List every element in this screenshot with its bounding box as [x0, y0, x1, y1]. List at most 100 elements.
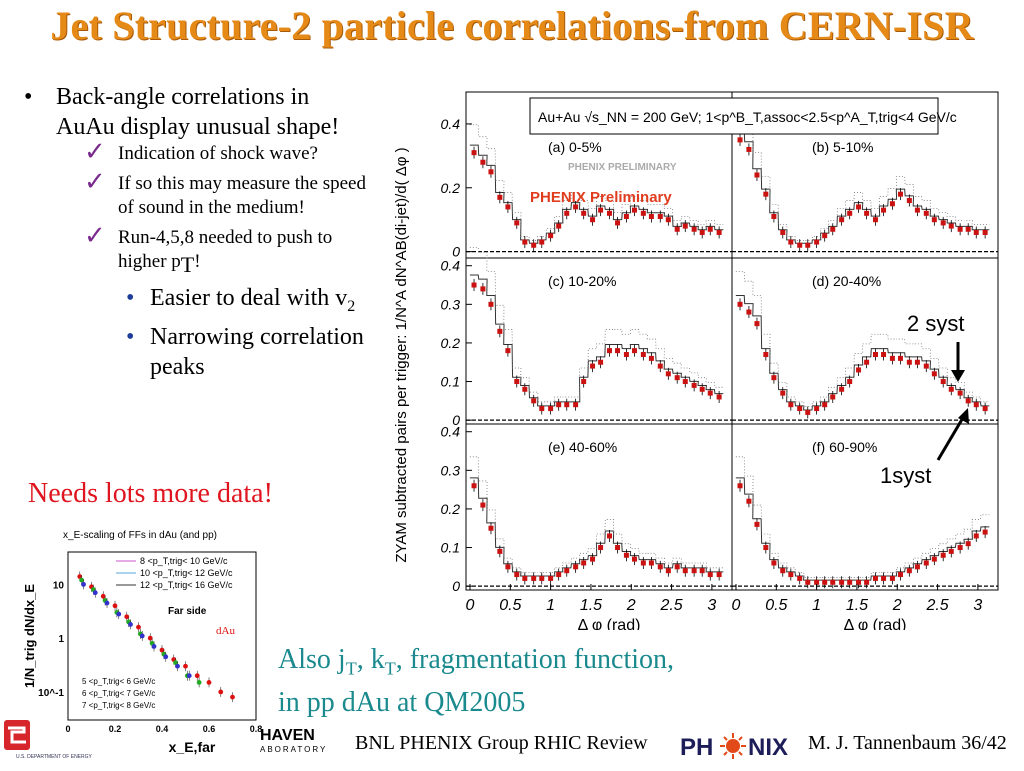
panel: (d) 20-40%	[731, 257, 999, 425]
y-tick-label: 0.4	[441, 258, 461, 274]
bullet-main-text: Back-angle correlations in AuAu display …	[56, 84, 340, 140]
data-point	[480, 502, 486, 508]
also-sub-t2: T	[384, 658, 396, 679]
data-point	[682, 568, 688, 574]
doe-text: U.S. DEPARTMENT OF ENERGY	[16, 754, 92, 760]
data-point	[564, 402, 570, 408]
data-point	[780, 568, 786, 574]
data-point	[737, 301, 743, 307]
x-tick-label: 0	[466, 597, 475, 614]
data-point	[640, 560, 646, 566]
xe-scaling-plot: x_E-scaling of FFs in dAu (and pp) 10 1 10^…	[22, 530, 262, 755]
data-point	[797, 406, 803, 412]
doe-seal-icon	[4, 720, 30, 750]
also-b: , k	[356, 644, 385, 675]
inset-y-tick-label: 10^-1	[38, 688, 64, 699]
inset-data-point	[139, 633, 145, 639]
data-point	[864, 359, 870, 365]
data-point	[965, 541, 971, 547]
data-point	[822, 402, 828, 408]
flow-background-line	[469, 477, 724, 577]
flow-background-line	[469, 144, 724, 244]
y-tick-label: 0.1	[441, 374, 460, 390]
data-point	[606, 210, 612, 216]
data-point	[737, 483, 743, 489]
data-point	[746, 309, 752, 315]
data-point	[556, 402, 562, 408]
panel: (c) 10-20% 0 0.1 0.2 0.3 0.4	[441, 246, 733, 428]
data-point	[982, 529, 988, 535]
data-point	[931, 217, 937, 223]
data-point	[906, 198, 912, 204]
panel-label: (b) 5-10%	[812, 139, 873, 155]
bnl-logo-text: HAVEN	[260, 727, 315, 744]
data-point	[548, 233, 554, 239]
inset-data-point	[206, 680, 212, 685]
data-point	[631, 556, 637, 562]
inset-y-axis-label: 1/N_trig dN/dx_E	[22, 584, 37, 688]
data-point	[707, 572, 713, 578]
data-point	[923, 210, 929, 216]
x-tick-label: 2.5	[659, 597, 682, 614]
data-point	[648, 214, 654, 219]
data-point	[691, 568, 697, 574]
data-point	[957, 390, 963, 396]
data-point	[872, 575, 878, 581]
syst-band-line	[469, 246, 724, 403]
data-point	[682, 379, 688, 385]
inset-data-point	[175, 663, 180, 669]
data-point	[631, 207, 637, 213]
bullet-main: • Back-angle correlations in AuAu displa…	[18, 82, 370, 142]
data-point	[763, 191, 769, 197]
data-point	[763, 545, 769, 551]
data-point	[699, 229, 705, 235]
x-tick-label: 0.5	[499, 597, 521, 614]
inset-data-point	[79, 577, 85, 583]
data-point	[889, 575, 895, 581]
data-point	[606, 533, 612, 539]
flow-background-line	[735, 131, 990, 244]
data-point	[716, 229, 722, 235]
bnl-logo: HAVEN ABORATORY	[260, 727, 328, 757]
inset-data-point	[124, 614, 130, 620]
data-point	[797, 575, 803, 581]
inset-data-point	[163, 654, 169, 660]
arrow-2syst-head	[951, 370, 965, 382]
data-point	[691, 226, 697, 232]
watermark-text: PHENIX PRELIMINARY	[568, 162, 677, 173]
inset-data-point	[92, 590, 98, 596]
data-point	[471, 483, 477, 489]
data-point	[665, 371, 671, 377]
data-point	[581, 379, 587, 385]
data-point	[889, 201, 895, 207]
data-point	[763, 352, 769, 358]
data-point	[674, 226, 680, 232]
data-point	[497, 328, 503, 334]
data-point	[897, 355, 903, 361]
inset-data-point	[104, 600, 110, 606]
data-point	[707, 226, 713, 232]
data-point	[531, 575, 537, 581]
data-point	[497, 194, 503, 200]
data-point	[914, 564, 920, 570]
inset-data-point	[230, 694, 235, 700]
footer-author-page: M. J. Tannenbaum 36/42	[808, 732, 1007, 754]
data-point	[598, 359, 604, 365]
data-point	[531, 242, 537, 248]
x-tick-label: 2.5	[925, 597, 948, 614]
data-point	[564, 568, 570, 574]
data-point	[640, 352, 646, 358]
data-point	[780, 390, 786, 396]
data-point	[814, 406, 820, 412]
also-sub-t1: T	[345, 658, 357, 679]
sub-bullet-item: • Narrowing correlation peaks	[126, 322, 370, 382]
inset-data-point	[186, 673, 192, 679]
data-point	[514, 220, 520, 226]
data-point	[573, 402, 579, 408]
bnl-logo-small: ABORATORY	[260, 745, 328, 754]
data-point	[788, 402, 794, 408]
data-point	[573, 204, 579, 210]
data-point	[814, 239, 820, 245]
data-point	[590, 217, 596, 223]
data-point	[505, 564, 511, 570]
